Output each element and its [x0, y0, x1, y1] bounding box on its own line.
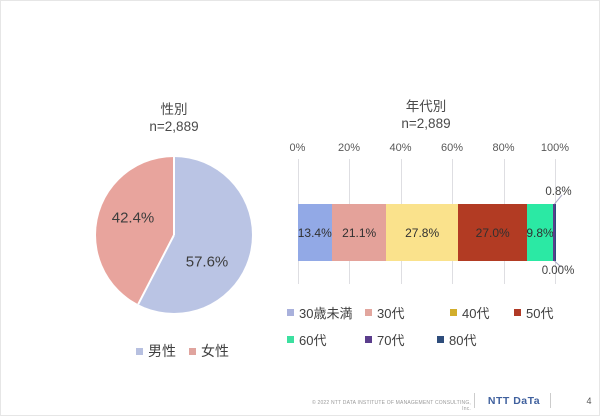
legend-label: 60代 — [299, 333, 327, 348]
bar-legend-item-2: 40代 — [450, 303, 489, 322]
bar-segment-70代 — [552, 204, 555, 261]
gender-chart-title-block: 性別 n=2,889 — [94, 101, 254, 135]
segment-label-70s-outside: 0.8% — [545, 186, 572, 198]
x-axis-tick: 80% — [492, 142, 515, 154]
legend-swatch — [514, 309, 521, 316]
bar-segment-30歳未満: 13.4% — [297, 204, 332, 261]
stacked-bar: 13.4% 21.1% 27.8% 27.0% 9.8% — [1, 204, 599, 261]
legend-swatch — [287, 336, 294, 343]
bar-segment-40代: 27.8% — [386, 204, 458, 261]
legend-label: 30代 — [377, 306, 405, 321]
x-axis: 0% 20% 40% 60% 80% 100% — [1, 142, 599, 156]
segment-label: 9.8% — [526, 225, 554, 240]
gender-pie — [96, 157, 252, 313]
segment-label: 21.1% — [342, 225, 377, 240]
bar-legend-item-6: 80代 — [437, 330, 476, 349]
bar-legend-item-4: 60代 — [287, 330, 326, 349]
pie-divider-1 — [173, 157, 175, 235]
age-chart-title: 年代別 — [405, 99, 447, 114]
age-chart-sample-size: n=2,889 — [401, 116, 451, 131]
pie-label-male: 57.6% — [185, 253, 229, 271]
legend-swatch — [189, 347, 196, 355]
legend-label: 30歳未満 — [299, 306, 353, 321]
bar-segment-60代: 9.8% — [526, 204, 554, 261]
age-chart-title-block: 年代別 n=2,889 — [346, 98, 506, 132]
legend-swatch — [365, 336, 372, 343]
gender-chart-title: 性別 — [160, 102, 188, 117]
bar-segment-30代: 21.1% — [332, 204, 387, 261]
bar-legend-item-5: 70代 — [365, 330, 404, 349]
pie-legend-item-0: 男性 — [136, 341, 176, 361]
legend-label: 女性 — [201, 343, 229, 359]
copyright-text: © 2022 NTT DATA INSTITUTE OF MANAGEMENT … — [312, 400, 471, 412]
legend-swatch — [136, 347, 143, 355]
legend-label: 50代 — [526, 306, 554, 321]
footer-divider-2 — [550, 393, 551, 408]
segment-label: 27.0% — [475, 225, 510, 240]
page-number: 4 — [586, 396, 592, 406]
pie-label-female: 42.4% — [111, 209, 155, 227]
x-axis-tick: 100% — [540, 142, 570, 154]
segment-label-80s-outside: 0.00% — [541, 265, 575, 277]
bar-legend-item-3: 50代 — [514, 303, 553, 322]
legend-swatch — [365, 309, 372, 316]
legend-swatch — [437, 336, 444, 343]
ntt-data-logo: NTT DaTa — [487, 395, 541, 407]
gender-chart-sample-size: n=2,889 — [149, 119, 199, 134]
legend-swatch — [287, 309, 294, 316]
x-axis-tick: 20% — [337, 142, 361, 154]
footer-divider-1 — [474, 393, 475, 408]
segment-label: 27.8% — [405, 225, 440, 240]
x-axis-tick: 40% — [389, 142, 412, 154]
legend-swatch — [450, 309, 457, 316]
legend-label: 男性 — [148, 343, 176, 359]
bar-legend-item-0: 30歳未満 — [287, 303, 352, 322]
bar-segment-80代 — [554, 204, 556, 261]
legend-label: 70代 — [377, 333, 405, 348]
segment-label: 13.4% — [297, 225, 332, 240]
legend-label: 80代 — [449, 333, 477, 348]
bar-legend-item-1: 30代 — [365, 303, 404, 322]
legend-label: 40代 — [462, 306, 490, 321]
pie-legend-item-1: 女性 — [189, 341, 229, 361]
x-axis-tick: 0% — [289, 142, 306, 154]
gender-legend: 男性 女性 — [136, 341, 229, 361]
bar-segment-50代: 27.0% — [457, 204, 528, 261]
x-axis-tick: 60% — [440, 142, 464, 154]
